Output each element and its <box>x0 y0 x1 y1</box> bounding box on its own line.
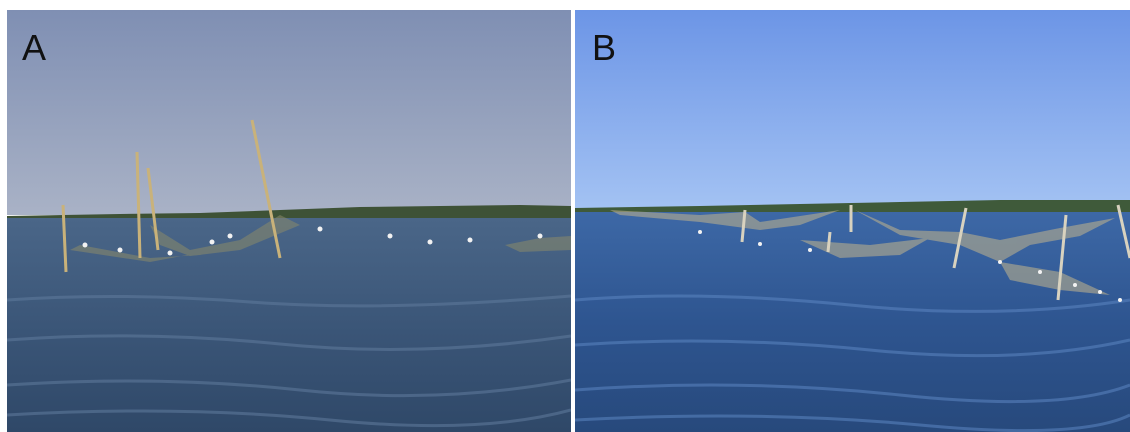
page: A B (() => { const data = JSON.parse(doc… <box>0 0 1130 432</box>
figure: A B <box>0 0 1130 432</box>
photo-b <box>575 10 1130 432</box>
panel-label: B <box>592 27 616 68</box>
panel-label: A <box>22 27 46 68</box>
photo-a <box>7 10 571 432</box>
